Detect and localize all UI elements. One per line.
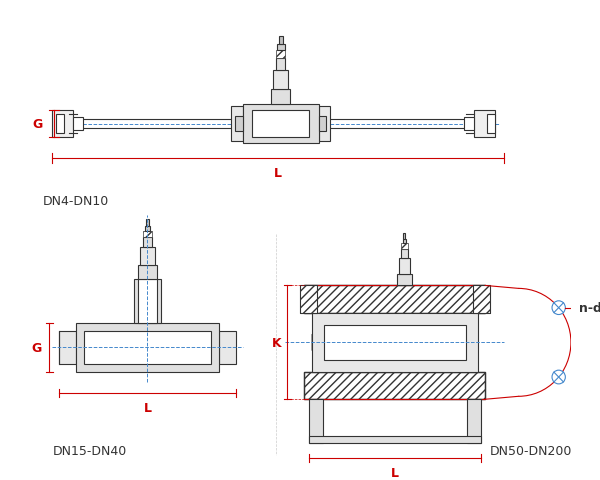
Bar xyxy=(304,286,485,313)
Bar xyxy=(304,286,485,313)
Bar xyxy=(146,219,149,226)
Bar xyxy=(473,286,490,313)
Bar xyxy=(312,313,478,372)
Bar xyxy=(271,90,290,105)
Bar xyxy=(474,110,495,138)
Circle shape xyxy=(552,301,565,315)
Bar xyxy=(398,258,410,274)
Bar xyxy=(140,248,155,265)
Bar xyxy=(276,59,286,71)
Bar xyxy=(73,118,83,131)
Bar xyxy=(145,226,151,231)
Text: G: G xyxy=(32,118,43,131)
Bar xyxy=(487,115,495,134)
Bar xyxy=(252,110,309,138)
Bar xyxy=(277,45,284,51)
Polygon shape xyxy=(466,325,478,360)
Bar xyxy=(309,436,481,444)
Bar xyxy=(276,51,286,59)
Bar xyxy=(56,115,64,134)
Bar xyxy=(143,231,152,238)
Bar xyxy=(300,286,317,313)
Text: G: G xyxy=(32,341,42,354)
Bar xyxy=(467,399,481,444)
Bar xyxy=(138,265,157,279)
Bar xyxy=(300,286,317,313)
Text: L: L xyxy=(391,466,399,479)
Bar xyxy=(323,325,466,360)
Polygon shape xyxy=(312,325,323,360)
Bar xyxy=(464,118,474,131)
Bar xyxy=(473,286,490,313)
Bar xyxy=(219,331,236,364)
Text: L: L xyxy=(274,167,283,180)
Bar xyxy=(304,372,485,399)
Text: L: L xyxy=(143,401,151,414)
Bar xyxy=(319,117,326,132)
Bar xyxy=(309,399,323,444)
Bar xyxy=(134,279,161,323)
Text: n-d: n-d xyxy=(578,301,600,314)
Bar xyxy=(52,110,73,138)
Bar xyxy=(235,117,242,132)
Bar xyxy=(279,37,283,45)
Bar xyxy=(231,107,242,142)
Bar xyxy=(397,274,412,286)
Bar xyxy=(401,250,408,258)
Text: DN4-DN10: DN4-DN10 xyxy=(43,194,109,207)
Bar xyxy=(59,331,76,364)
Bar xyxy=(84,331,211,364)
Bar xyxy=(304,372,485,399)
Bar xyxy=(76,323,219,372)
Bar xyxy=(403,234,406,240)
Bar xyxy=(242,105,319,144)
Bar xyxy=(273,71,289,90)
Bar xyxy=(138,279,157,323)
Text: DN15-DN40: DN15-DN40 xyxy=(52,444,127,457)
Bar xyxy=(319,107,330,142)
Text: K: K xyxy=(272,336,281,349)
Bar xyxy=(403,240,406,244)
Bar xyxy=(401,244,408,250)
Circle shape xyxy=(552,371,565,384)
Bar xyxy=(143,238,152,248)
Text: DN50-DN200: DN50-DN200 xyxy=(490,444,572,457)
